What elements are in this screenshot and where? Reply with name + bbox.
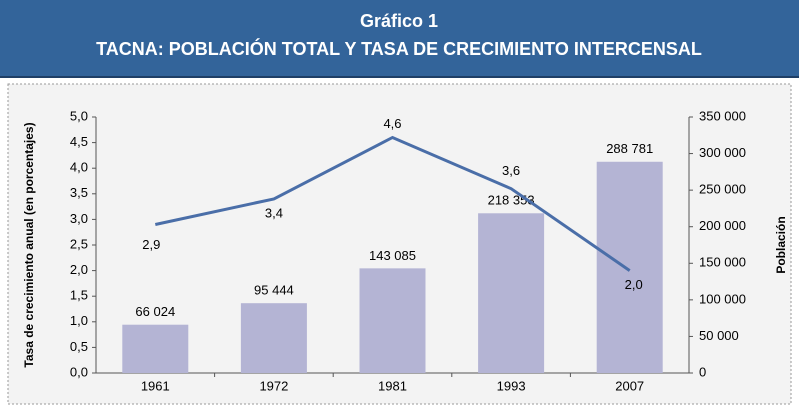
y2-tick-label: 50 000: [699, 328, 739, 343]
bar-value-label: 66 024: [135, 304, 175, 319]
bar: [240, 303, 307, 373]
x-tick-label: 1961: [141, 378, 170, 393]
bar-value-label: 143 085: [369, 248, 416, 263]
bar: [122, 324, 189, 373]
y-tick-label: 2,5: [70, 236, 88, 251]
x-tick-label: 2007: [615, 378, 644, 393]
y-tick-label: 3,5: [70, 185, 88, 200]
y-axis-label: Tasa de crecimiento anual (en porcentaje…: [22, 122, 36, 367]
y2-tick-label: 250 000: [699, 182, 746, 197]
x-tick-label: 1972: [259, 378, 288, 393]
y2-tick-label: 150 000: [699, 255, 746, 270]
line-value-label: 2,9: [142, 237, 160, 252]
bar: [478, 213, 545, 373]
chart-subtitle: TACNA: POBLACIÓN TOTAL Y TASA DE CRECIMI…: [96, 38, 702, 59]
y-tick-label: 1,0: [70, 313, 88, 328]
line-value-label: 4,6: [383, 116, 401, 131]
y2-axis-label: Población: [774, 216, 788, 273]
y-tick-label: 0,5: [70, 339, 88, 354]
line-value-label: 2,0: [625, 277, 643, 292]
y2-tick-label: 200 000: [699, 218, 746, 233]
y-tick-label: 5,0: [70, 108, 88, 123]
bar: [596, 161, 663, 373]
y-tick-label: 4,0: [70, 160, 88, 175]
y-tick-label: 2,0: [70, 262, 88, 277]
y2-tick-label: 0: [699, 364, 706, 379]
y2-tick-label: 300 000: [699, 145, 746, 160]
chart-title: Gráfico 1: [360, 11, 438, 31]
header-band: [0, 0, 799, 76]
y-tick-label: 4,5: [70, 134, 88, 149]
y-tick-label: 0,0: [70, 364, 88, 379]
y-tick-label: 3,0: [70, 211, 88, 226]
y-tick-label: 1,5: [70, 288, 88, 303]
bar-value-label: 95 444: [254, 283, 294, 298]
bar: [359, 268, 426, 373]
y2-tick-label: 350 000: [699, 108, 746, 123]
x-tick-label: 1981: [378, 378, 407, 393]
line-value-label: 3,6: [502, 163, 520, 178]
bar-value-label: 288 781: [606, 141, 653, 156]
y2-tick-label: 100 000: [699, 291, 746, 306]
line: [154, 135, 631, 272]
x-tick-label: 1993: [497, 378, 526, 393]
line-value-label: 3,4: [265, 205, 283, 220]
